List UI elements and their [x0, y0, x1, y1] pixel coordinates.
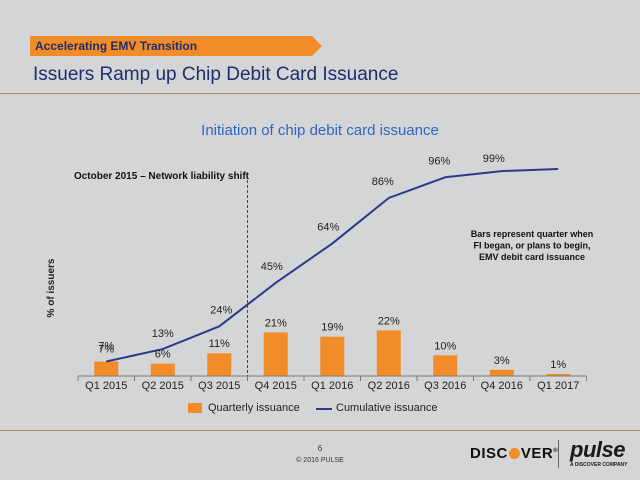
x-tick-label: Q4 2015	[255, 380, 297, 392]
x-tick-label: Q1 2016	[311, 380, 353, 392]
chart-title: Initiation of chip debit card issuance	[201, 122, 439, 139]
bar-data-label: 22%	[378, 315, 400, 327]
x-tick-label: Q2 2016	[368, 380, 410, 392]
bar-data-label: 19%	[321, 322, 343, 334]
legend-bar-label: Quarterly issuance	[208, 402, 300, 414]
bar-data-label: 6%	[155, 349, 171, 361]
bar-q3-2016	[433, 355, 458, 376]
pulse-logo: pulse	[570, 437, 625, 462]
line-data-label: 24%	[210, 304, 232, 316]
bar-q1-2016	[320, 336, 345, 376]
legend-line-swatch	[316, 408, 332, 410]
line-data-label: 99%	[483, 153, 505, 165]
bar-q4-2016	[489, 369, 514, 376]
bar-q2-2015	[150, 363, 175, 376]
discover-logo: DISC VER®	[470, 445, 559, 462]
x-tick-label: Q4 2016	[481, 380, 523, 392]
line-data-label: 45%	[261, 261, 283, 273]
line-data-label: 86%	[372, 176, 394, 188]
section-tag-label: Accelerating EMV Transition	[35, 39, 198, 53]
line-data-label: 7%	[98, 341, 114, 353]
bar-data-label: 7%	[98, 344, 114, 356]
logo-divider	[558, 440, 559, 468]
chart-note-line: EMV debit card issuance	[479, 252, 585, 262]
page-title: Issuers Ramp up Chip Debit Card Issuance	[33, 64, 399, 85]
line-data-label: 13%	[152, 328, 174, 340]
pulse-tagline: A DISCOVER COMPANY	[570, 462, 628, 468]
x-tick-label: Q3 2015	[198, 380, 240, 392]
bar-data-label: 10%	[434, 340, 456, 352]
copyright: © 2016 PULSE	[296, 457, 344, 464]
bar-q1-2017	[546, 373, 571, 376]
bar-data-label: 3%	[494, 355, 510, 367]
bar-data-label: 21%	[265, 318, 287, 330]
legend-bar-swatch	[188, 403, 202, 413]
chart-plot-area: Q1 2015 Q2 2015 Q3 2015 Q4 2015 Q1 2016 Q2 20…	[46, 153, 594, 392]
x-tick-label: Q1 2017	[537, 380, 579, 392]
bar-data-label: 1%	[550, 359, 566, 371]
x-tick-label: Q1 2015	[85, 380, 127, 392]
legend-line-label: Cumulative issuance	[336, 402, 438, 414]
x-tick-label: Q2 2015	[142, 380, 184, 392]
discover-logo-text-end: VER	[520, 445, 554, 462]
bar-q3-2015	[207, 353, 232, 376]
title-divider	[0, 93, 640, 94]
chart-note-line: FI began, or plans to begin,	[473, 241, 590, 251]
discover-logo-dot	[508, 448, 520, 459]
line-data-label: 64%	[317, 222, 339, 234]
page-number: 6	[317, 444, 323, 453]
bar-q1-2015	[94, 361, 119, 376]
cumulative-line	[106, 168, 559, 363]
chart-note-line: Bars represent quarter when	[471, 229, 594, 239]
discover-logo-text: DISC	[470, 445, 508, 462]
bar-q4-2015	[263, 332, 288, 376]
bar-q2-2016	[376, 330, 401, 376]
x-tick-label: Q3 2016	[424, 380, 466, 392]
section-tag-shape	[30, 36, 322, 56]
line-data-label: 96%	[428, 155, 450, 167]
y-axis-label: % of issuers	[46, 258, 57, 317]
bar-data-label: 11%	[209, 338, 230, 350]
liability-shift-label: October 2015 – Network liability shift	[74, 171, 250, 182]
footer-divider	[0, 430, 640, 431]
